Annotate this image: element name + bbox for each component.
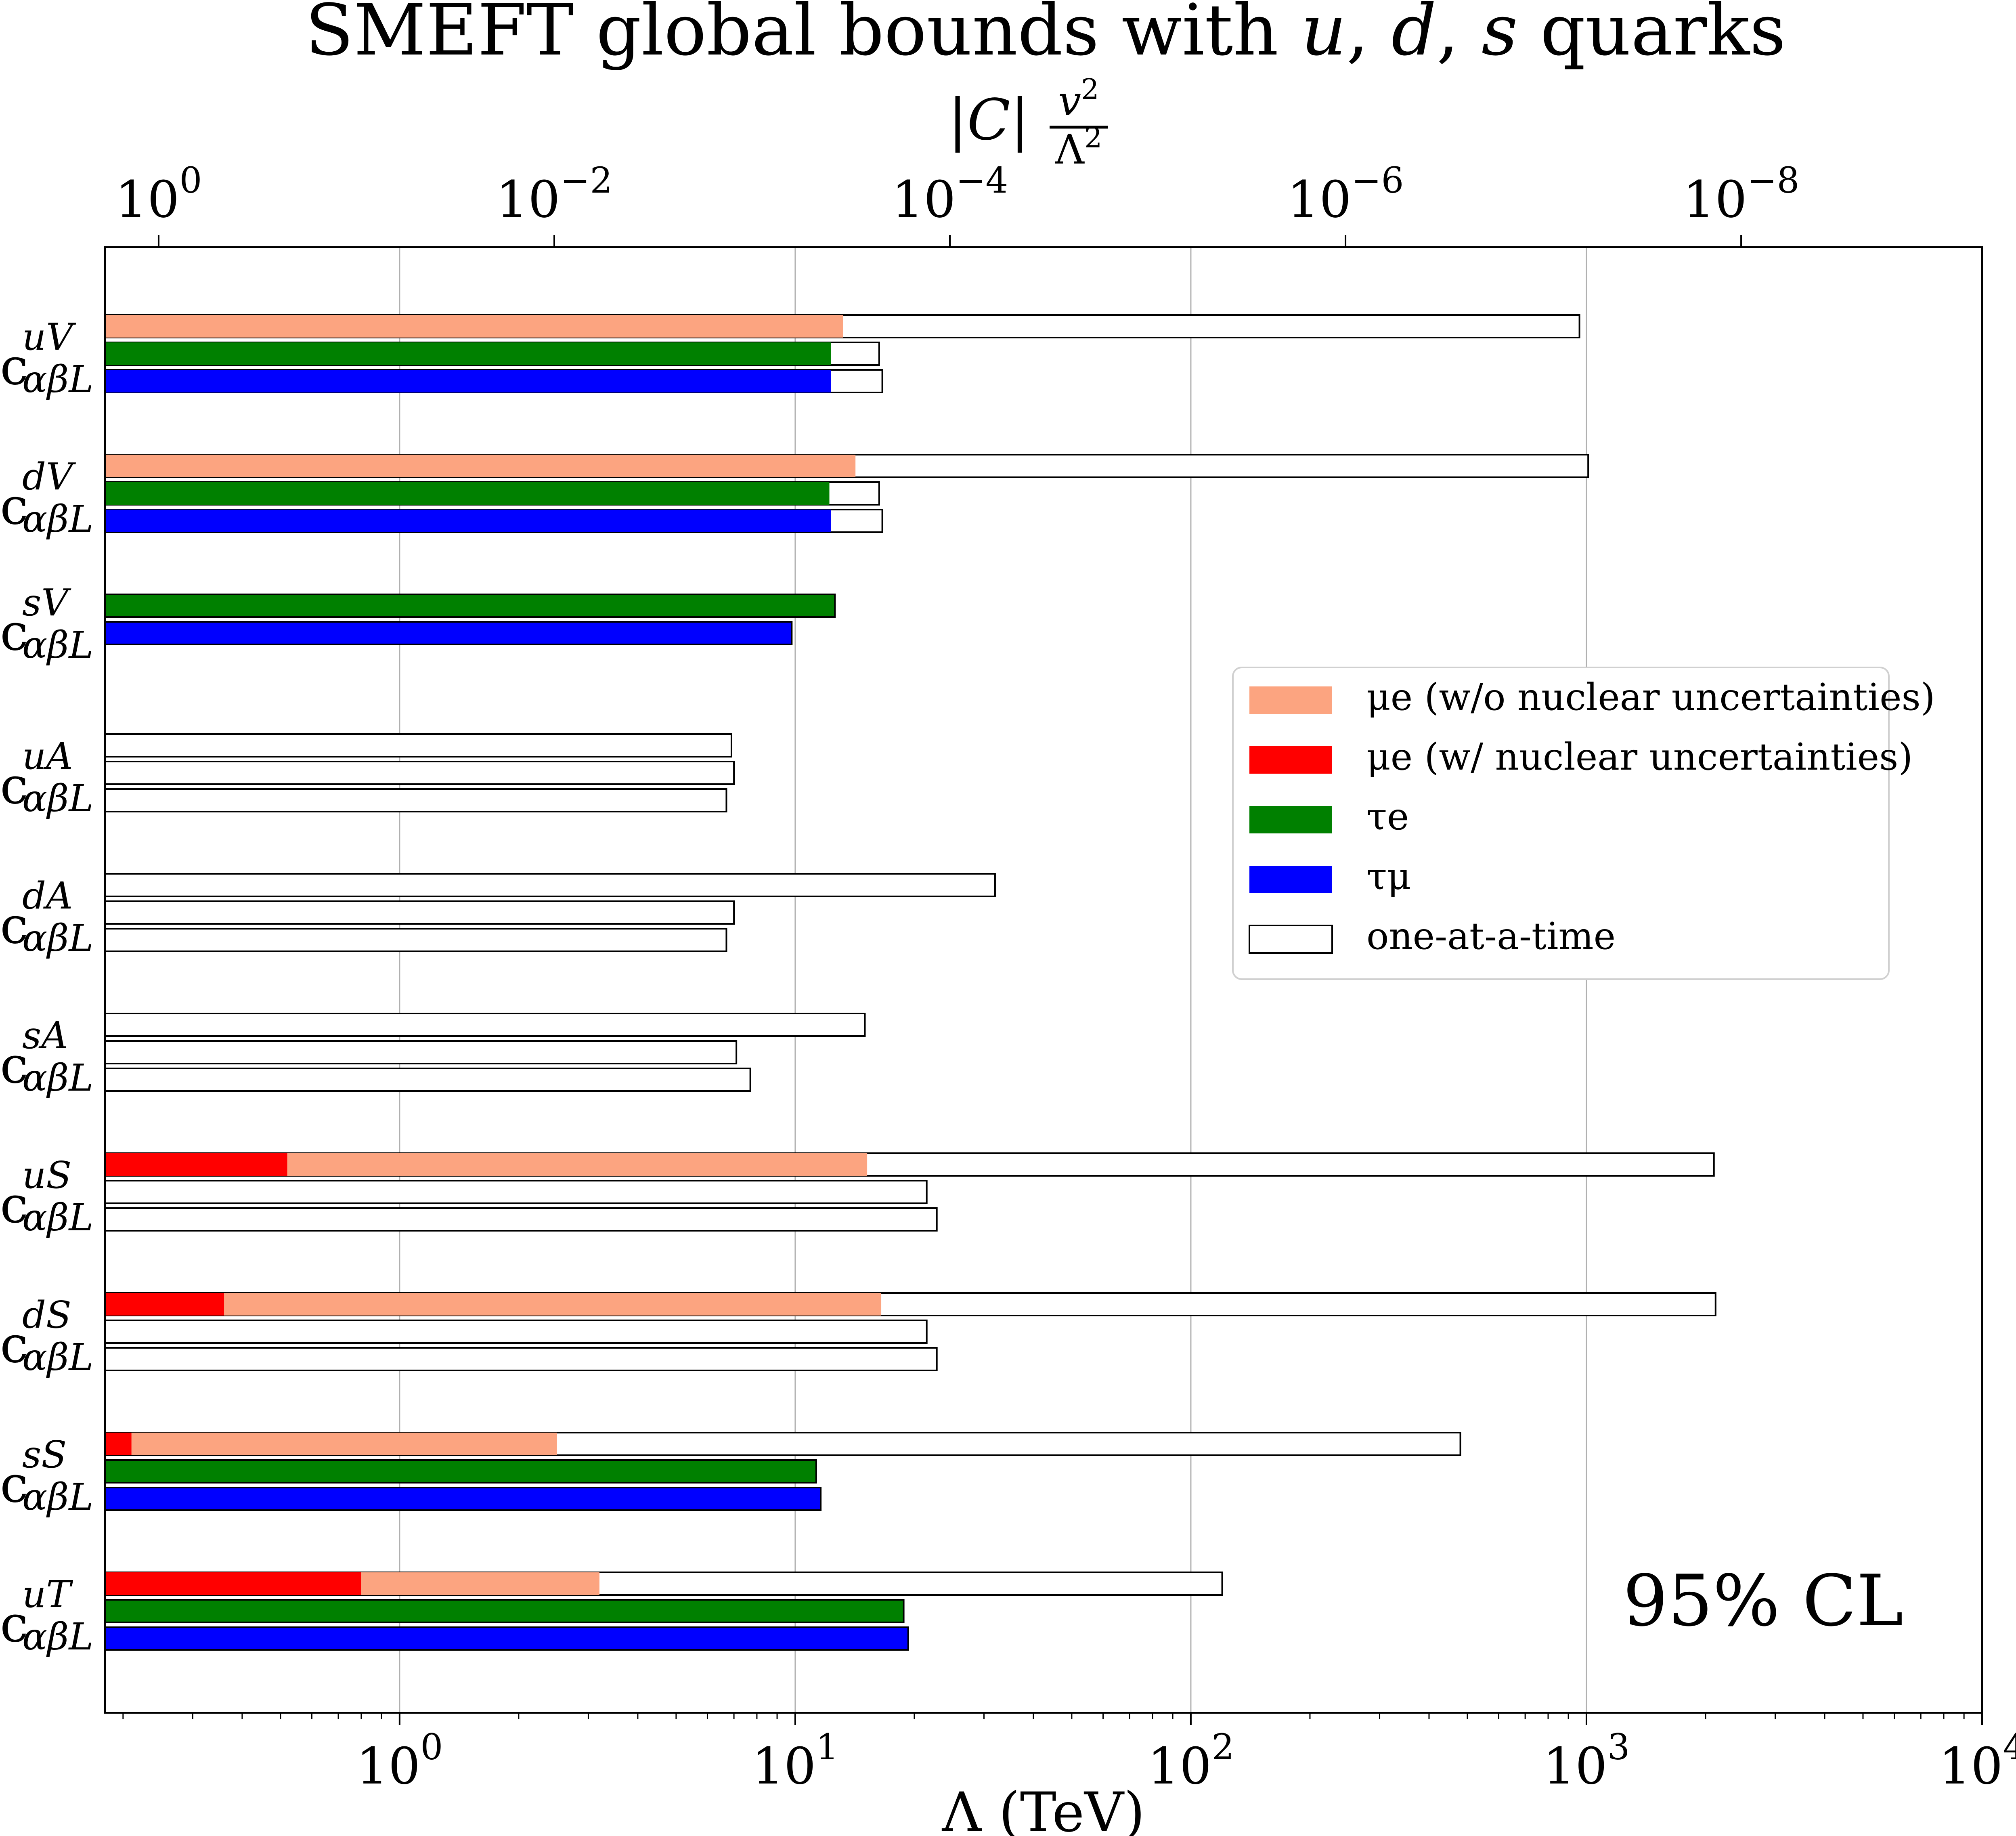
title-quark-s: s: [1482, 0, 1518, 71]
bar-taumu-ut---2: [105, 1627, 908, 1650]
bar-oaat-ua--e-1: [104, 761, 735, 785]
category-label-dv: cdV αβL: [0, 455, 93, 541]
bar-oaat-ua--e-0: [104, 733, 732, 757]
category-label-ua: cuA αβL: [0, 734, 93, 820]
legend-label-mue_wo: μe (w/o nuclear uncertainties): [1366, 676, 1935, 719]
title-suffix: quarks: [1518, 0, 1786, 71]
top-tick-label-2: 10−4: [892, 159, 1008, 229]
bar-taumu-dv---2: [105, 510, 831, 532]
bar-oaat-ua---2: [104, 788, 727, 812]
legend-label-mue_w: μe (w/ nuclear uncertainties): [1366, 735, 1913, 778]
legend-swatch-taue: [1249, 806, 1332, 833]
top-tick-label-3: 10−6: [1287, 159, 1404, 229]
top-axis-label: |C| v2 Λ2: [948, 73, 1108, 173]
bar-mue_w-ss--e-0: [105, 1433, 132, 1455]
category-labels: cuV αβL cdV αβL csV αβL cuA αβL cdA αβL csA αβL cuS α…: [0, 315, 93, 1658]
category-label-sv: csV αβL: [0, 581, 93, 667]
bar-oaat-da--e-1: [104, 900, 735, 925]
bar-oaat-da--e-0: [104, 873, 996, 897]
category-label-sa: csA αβL: [0, 1014, 93, 1100]
top-tick-label-0: 100: [115, 159, 202, 229]
legend-swatch-mue_wo: [1249, 686, 1332, 714]
bar-taumu-uv---2: [105, 370, 831, 392]
bar-taumu-ss---2: [105, 1488, 821, 1510]
bar-mue_w-ut--e-0: [105, 1572, 361, 1595]
title-quark-d: d: [1392, 0, 1437, 71]
legend-box: [1232, 667, 1890, 980]
bar-oaat-sa--e-1: [104, 1040, 738, 1064]
bottom-tick-label-2: 102: [1147, 1726, 1234, 1796]
legend-label-taumu: τμ: [1366, 855, 1411, 898]
bar-taumu-sv---1: [105, 622, 792, 644]
top-axis-label-lhs: |C|: [948, 87, 1029, 153]
bar-mue_wo-uv--e-0: [105, 315, 843, 338]
bar-taue-sv--e-0: [105, 594, 835, 617]
axis-ticks: 100 101 102 103 104 100 10−2 10−4 10−6 10−8: [115, 159, 2016, 1796]
bar-oaat-us---2: [104, 1207, 938, 1232]
bottom-tick-label-3: 103: [1543, 1726, 1630, 1796]
category-label-ds: cdS αβL: [0, 1293, 93, 1379]
top-axis-label-numerator: v2: [1058, 73, 1099, 125]
bar-taue-ut--e-1: [105, 1600, 904, 1622]
top-tick-label-1: 10−2: [496, 159, 613, 229]
title-prefix: SMEFT global bounds with: [305, 0, 1301, 71]
title-sep-1: ,: [1346, 0, 1391, 71]
plot-frame: [104, 246, 1983, 1714]
legend-label-oaat: one-at-a-time: [1366, 915, 1616, 958]
bottom-tick-label-0: 100: [356, 1726, 443, 1796]
category-label-us: cuS αβL: [0, 1154, 93, 1239]
bottom-tick-label-1: 101: [752, 1726, 838, 1796]
bar-oaat-us--e-1: [104, 1180, 928, 1204]
legend-swatch-oaat: [1249, 925, 1333, 954]
bar-mue_wo-ds--e-0: [105, 1293, 882, 1316]
bar-mue_wo-dv--e-0: [105, 455, 856, 477]
top-tick-label-4: 10−8: [1683, 159, 1800, 229]
legend-label-taue: τe: [1366, 795, 1409, 838]
bar-oaat-ds---2: [104, 1347, 938, 1371]
category-label-ss: csS αβL: [0, 1433, 93, 1519]
legend-swatch-mue_w: [1249, 746, 1332, 774]
category-label-da: cdA αβL: [0, 874, 93, 960]
x-axis-label: Λ (TeV): [942, 1781, 1145, 1836]
bar-taue-dv--e-1: [105, 482, 830, 505]
category-label-ut: cuT αβL: [0, 1573, 93, 1658]
bar-mue_wo-ss--e-0: [105, 1433, 557, 1455]
bar-oaat-ds--e-1: [104, 1320, 928, 1344]
title-sep-2: ,: [1437, 0, 1482, 71]
bar-mue_w-us--e-0: [105, 1153, 287, 1176]
bar-oaat-da---2: [104, 928, 727, 952]
bottom-tick-label-4: 104: [1938, 1726, 2016, 1796]
bar-taue-uv--e-1: [105, 342, 831, 365]
bar-oaat-sa---2: [104, 1068, 751, 1092]
chart-title: SMEFT global bounds with u, d, s quarks: [305, 0, 1786, 71]
legend: μe (w/o nuclear uncertainties) μe (w/ nuc…: [1232, 667, 1935, 980]
bars: [104, 314, 1716, 1651]
confidence-level-annotation: 95% CL: [1623, 1560, 1903, 1642]
bar-oaat-sa--e-0: [104, 1013, 866, 1037]
category-label-uv: cuV αβL: [0, 315, 93, 401]
bar-mue_w-ds--e-0: [105, 1293, 224, 1316]
title-quark-u: u: [1301, 0, 1347, 71]
bar-taue-ss--e-1: [105, 1460, 816, 1483]
top-axis-label-denominator: Λ2: [1055, 121, 1102, 173]
legend-swatch-taumu: [1249, 866, 1332, 893]
